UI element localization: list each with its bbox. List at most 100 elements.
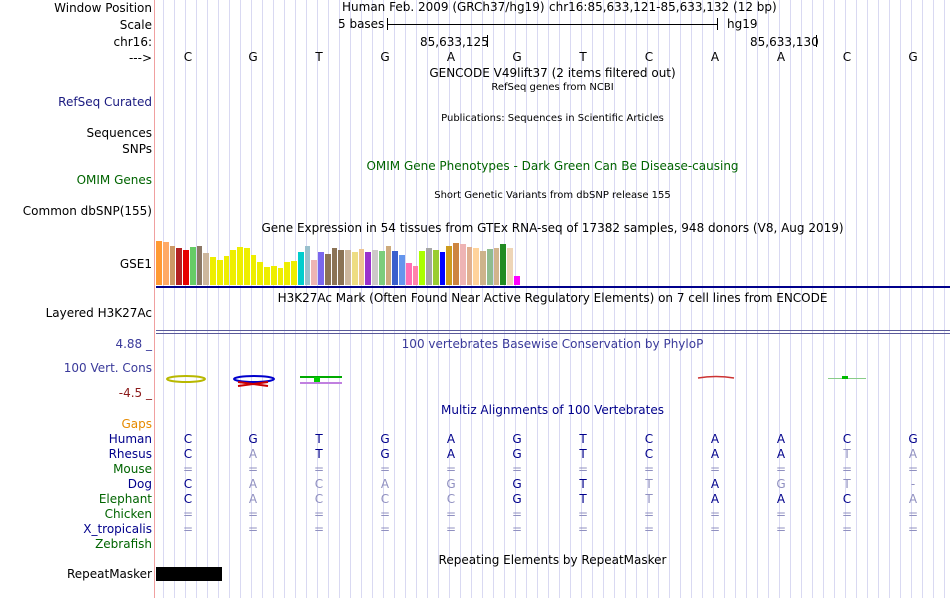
gtex-tissue-bar[interactable] bbox=[176, 248, 183, 285]
gtex-tissue-bar[interactable] bbox=[405, 263, 412, 285]
gtex-track-title[interactable]: Gene Expression in 54 tissues from GTEx … bbox=[261, 221, 844, 235]
conservation-track-title[interactable]: 100 vertebrates Basewise Conservation by… bbox=[401, 337, 704, 351]
gtex-tissue-bar[interactable] bbox=[216, 260, 223, 285]
species-label[interactable]: Rhesus bbox=[108, 447, 152, 461]
gtex-tissue-bar[interactable] bbox=[183, 250, 189, 285]
gtex-tissue-bar[interactable] bbox=[446, 246, 453, 285]
gtex-tissue-bar[interactable] bbox=[439, 252, 446, 285]
repeatmasker-track-title[interactable]: Repeating Elements by RepeatMasker bbox=[438, 553, 667, 567]
gtex-tissue-bar[interactable] bbox=[493, 248, 500, 285]
gtex-tissue-bar[interactable] bbox=[459, 244, 466, 285]
snps-label[interactable]: SNPs bbox=[122, 142, 152, 156]
dbsnp-track-title[interactable]: Short Genetic Variants from dbSNP releas… bbox=[434, 190, 671, 201]
gtex-tissue-bar[interactable] bbox=[419, 251, 426, 285]
species-label[interactable]: Dog bbox=[127, 477, 152, 491]
gtex-tissue-bar[interactable] bbox=[358, 249, 365, 285]
gtex-tissue-bar[interactable] bbox=[351, 252, 358, 285]
alignment-base: A bbox=[776, 432, 786, 446]
h3k27ac-label[interactable]: Layered H3K27Ac bbox=[45, 306, 152, 320]
conservation-label[interactable]: 100 Vert. Cons bbox=[63, 361, 152, 375]
gtex-tissue-bar[interactable] bbox=[385, 246, 392, 285]
gtex-tissue-bar[interactable] bbox=[500, 244, 507, 285]
repeatmasker-label[interactable]: RepeatMasker bbox=[66, 567, 152, 581]
alignment-base: T bbox=[645, 492, 653, 506]
gtex-tissue-bar[interactable] bbox=[392, 251, 399, 285]
gtex-tissue-bar[interactable] bbox=[297, 252, 304, 285]
species-label[interactable]: Chicken bbox=[104, 507, 152, 521]
h3k27ac-track-title[interactable]: H3K27Ac Mark (Often Found Near Active Re… bbox=[277, 291, 828, 305]
multiz-track-title[interactable]: Multiz Alignments of 100 Vertebrates bbox=[440, 403, 665, 417]
gaps-label[interactable]: Gaps bbox=[121, 417, 152, 431]
gtex-tissue-bar[interactable] bbox=[169, 246, 176, 285]
gtex-tissue-bar[interactable] bbox=[237, 247, 243, 285]
gtex-tissue-bar[interactable] bbox=[338, 250, 345, 285]
omim-label[interactable]: OMIM Genes bbox=[76, 173, 152, 187]
gtex-tissue-bar[interactable] bbox=[196, 246, 203, 285]
gtex-tissue-bar[interactable] bbox=[432, 250, 439, 285]
alignment-base: = bbox=[907, 507, 919, 521]
gtex-tissue-bar[interactable] bbox=[264, 267, 270, 285]
gtex-tissue-bar[interactable] bbox=[318, 252, 324, 285]
conservation-logo-graphic[interactable] bbox=[156, 368, 950, 390]
gtex-tissue-bar[interactable] bbox=[480, 251, 486, 285]
alignment-base: A bbox=[776, 447, 786, 461]
species-label[interactable]: X_tropicalis bbox=[83, 522, 152, 536]
publications-track-title[interactable]: Publications: Sequences in Scientific Ar… bbox=[441, 113, 664, 124]
gtex-tissue-bar[interactable] bbox=[223, 256, 230, 285]
gtex-tissue-bar[interactable] bbox=[210, 257, 216, 285]
h3k27ac-baseline bbox=[156, 333, 950, 334]
grid-line bbox=[614, 0, 615, 598]
gtex-tissue-bar[interactable] bbox=[230, 250, 237, 285]
gtex-tissue-bar[interactable] bbox=[156, 241, 162, 285]
gtex-tissue-bar[interactable] bbox=[162, 242, 169, 285]
alignment-base: = bbox=[577, 462, 589, 476]
gtex-tissue-bar[interactable] bbox=[399, 255, 405, 285]
gtex-tissue-bar[interactable] bbox=[243, 248, 250, 285]
gtex-tissue-bar[interactable] bbox=[189, 247, 196, 285]
gtex-tissue-bar[interactable] bbox=[466, 247, 473, 285]
gtex-expression-bars[interactable] bbox=[156, 237, 536, 285]
dbsnp-label[interactable]: Common dbSNP(155) bbox=[22, 204, 152, 218]
alignment-base: G bbox=[512, 447, 522, 461]
grid-line bbox=[581, 0, 582, 598]
refseq-track-title[interactable]: RefSeq genes from NCBI bbox=[491, 82, 614, 93]
gtex-tissue-bar[interactable] bbox=[250, 255, 257, 285]
gtex-tissue-bar[interactable] bbox=[304, 246, 311, 285]
species-label[interactable]: Zebrafish bbox=[95, 537, 152, 551]
gtex-tissue-bar[interactable] bbox=[324, 254, 331, 285]
alignment-base: = bbox=[643, 507, 655, 521]
omim-track-title[interactable]: OMIM Gene Phenotypes - Dark Green Can Be… bbox=[366, 159, 739, 173]
gtex-tissue-bar[interactable] bbox=[426, 248, 432, 285]
gtex-tissue-bar[interactable] bbox=[331, 248, 338, 285]
gtex-tissue-bar[interactable] bbox=[284, 262, 291, 285]
repeat-element-block[interactable] bbox=[156, 567, 222, 581]
alignment-base: A bbox=[248, 477, 258, 491]
gencode-track-title[interactable]: GENCODE V49lift37 (2 items filtered out) bbox=[429, 66, 676, 80]
alignment-base: = bbox=[577, 522, 589, 536]
sequence-base: G bbox=[248, 50, 258, 64]
gtex-tissue-bar[interactable] bbox=[513, 276, 520, 285]
gtex-tissue-bar[interactable] bbox=[486, 249, 493, 285]
species-label[interactable]: Elephant bbox=[98, 492, 152, 506]
gtex-label[interactable]: GSE1 bbox=[119, 257, 152, 271]
gtex-tissue-bar[interactable] bbox=[277, 268, 284, 285]
gtex-tissue-bar[interactable] bbox=[365, 252, 372, 285]
gtex-tissue-bar[interactable] bbox=[345, 250, 351, 285]
gtex-tissue-bar[interactable] bbox=[257, 262, 264, 285]
gtex-tissue-bar[interactable] bbox=[473, 248, 480, 285]
strand-label[interactable]: ---> bbox=[128, 51, 152, 65]
gtex-tissue-bar[interactable] bbox=[507, 248, 513, 285]
gtex-tissue-bar[interactable] bbox=[291, 261, 297, 285]
species-label[interactable]: Human bbox=[108, 432, 152, 446]
refseq-label[interactable]: RefSeq Curated bbox=[58, 95, 152, 109]
sequences-label[interactable]: Sequences bbox=[86, 126, 152, 140]
gtex-tissue-bar[interactable] bbox=[203, 253, 210, 285]
gtex-tissue-bar[interactable] bbox=[453, 243, 459, 285]
gtex-tissue-bar[interactable] bbox=[412, 266, 419, 285]
gtex-tissue-bar[interactable] bbox=[378, 251, 385, 285]
coordinate-tick bbox=[816, 35, 817, 47]
gtex-tissue-bar[interactable] bbox=[270, 266, 277, 285]
gtex-tissue-bar[interactable] bbox=[311, 260, 318, 285]
gtex-tissue-bar[interactable] bbox=[372, 250, 378, 285]
species-label[interactable]: Mouse bbox=[113, 462, 152, 476]
